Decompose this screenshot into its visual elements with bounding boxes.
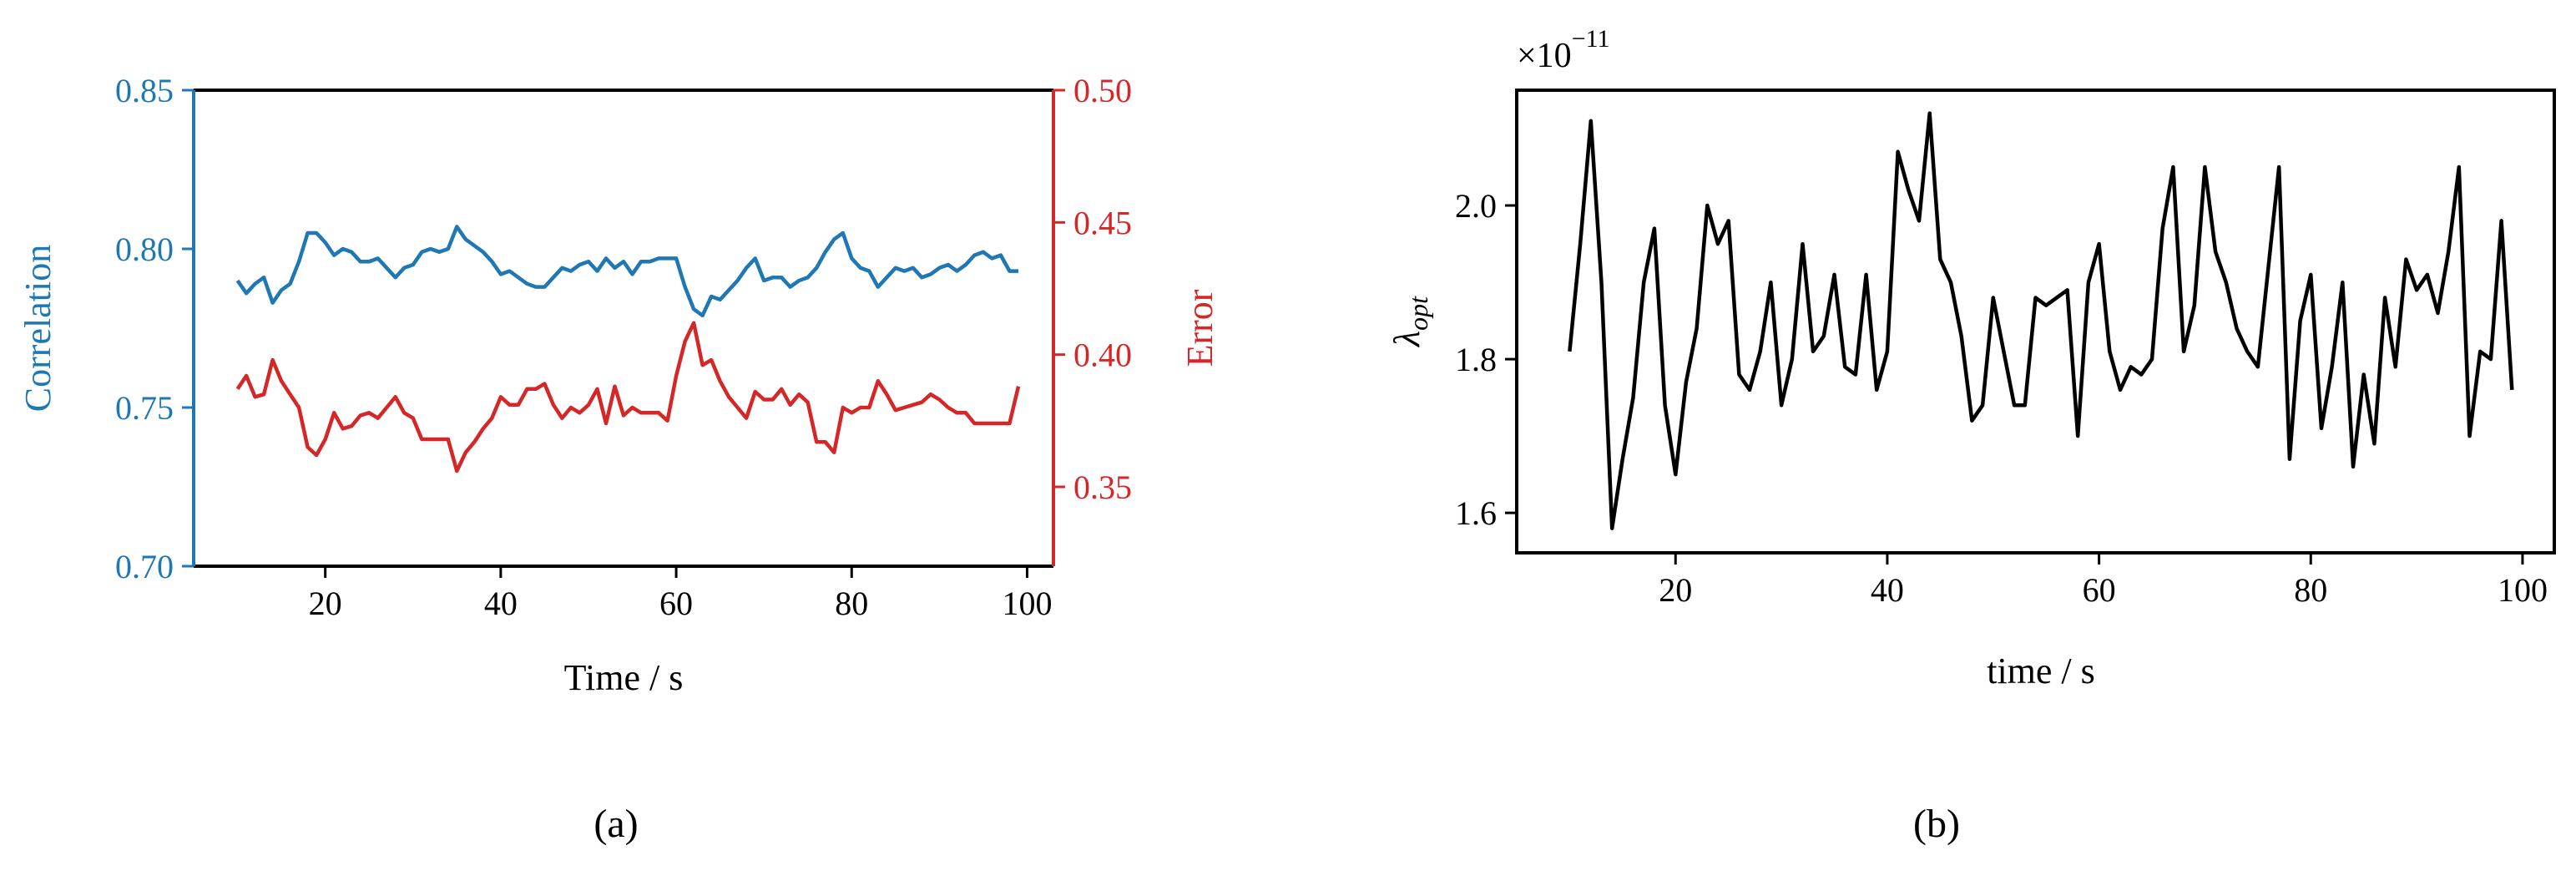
- panel-b-y-label-sub: opt: [1403, 296, 1433, 331]
- panel-b-y-label-main: λ: [1386, 331, 1427, 348]
- panel-b: 20 40 60 80 100 1.6 1.8 2.0 ×10−11 time / s λo…: [1386, 25, 2556, 846]
- panel-a-left-tick-label: 0.75: [115, 389, 174, 427]
- panel-a-left-tick-label: 0.80: [115, 230, 174, 268]
- panel-b-series: [1568, 111, 2514, 530]
- panel-b-y-tick-label: 2.0: [1455, 187, 1497, 225]
- panel-a-left-y-label: Correlation: [18, 245, 58, 412]
- panel-a-series-line-right: [235, 321, 1021, 473]
- panel-a-x-tick-label: 100: [1002, 585, 1052, 622]
- panel-a-x-tick-label: 40: [484, 585, 518, 622]
- panel-b-frame: [1515, 89, 2556, 555]
- panel-a-left-tick-label: 0.70: [115, 548, 174, 585]
- panel-b-x-tick-label: 100: [2498, 571, 2548, 609]
- panel-a-right-ticks: 0.35 0.40 0.45 0.50: [1053, 72, 1132, 506]
- panel-b-y-label: λopt: [1386, 296, 1433, 348]
- panel-a-series: [235, 225, 1021, 473]
- panel-b-y-ticks: 1.6 1.8 2.0: [1455, 187, 1517, 532]
- panel-b-y-label-group: λopt: [1386, 296, 1433, 348]
- panel-b-y-tick-label: 1.6: [1455, 494, 1497, 532]
- panel-a-right-tick-label: 0.35: [1073, 468, 1132, 506]
- panel-b-x-tick-label: 20: [1659, 571, 1692, 609]
- panel-b-x-tick-label: 40: [1871, 571, 1904, 609]
- panel-b-x-tick-label: 80: [2294, 571, 2327, 609]
- panel-b-caption: (b): [1913, 802, 1960, 846]
- panel-b-y-tick-label: 1.8: [1455, 341, 1497, 378]
- panel-a-right-tick-label: 0.40: [1073, 337, 1132, 374]
- panel-a-x-tick-label: 20: [309, 585, 342, 622]
- panel-a-left-tick-label: 0.85: [115, 72, 174, 109]
- panel-b-x-label: time / s: [1987, 651, 2095, 691]
- panel-a-right-y-label: Error: [1179, 289, 1220, 367]
- panel-a-right-tick-label: 0.45: [1073, 204, 1132, 241]
- panel-a-x-tick-label: 80: [835, 585, 868, 622]
- offset-base: ×10: [1517, 37, 1572, 75]
- panel-b-series-line: [1568, 111, 2514, 530]
- panel-a-left-ticks: 0.70 0.75 0.80 0.85: [115, 72, 194, 585]
- panel-a-x-label: Time / s: [564, 657, 684, 698]
- panel-a: 20 40 60 80 100 0.70 0.75 0.80 0.85 0.35 0.40 0.4…: [18, 72, 1220, 846]
- panel-a-caption: (a): [593, 802, 638, 846]
- panel-b-x-tick-label: 60: [2083, 571, 2116, 609]
- panel-a-right-tick-label: 0.50: [1073, 72, 1132, 109]
- panel-a-x-tick-label: 60: [659, 585, 693, 622]
- panel-a-series-line-left: [235, 225, 1018, 318]
- panel-a-x-ticks: 20 40 60 80 100: [309, 566, 1052, 622]
- panel-b-x-ticks: 20 40 60 80 100: [1659, 553, 2548, 609]
- panel-b-offset-text: ×10−11: [1517, 25, 1610, 75]
- offset-exponent: −11: [1572, 25, 1610, 53]
